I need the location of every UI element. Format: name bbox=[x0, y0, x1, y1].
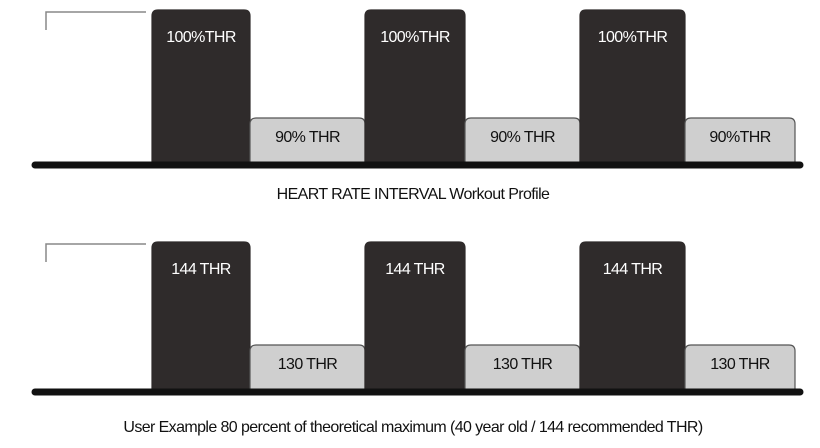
low-interval-label: 90%THR bbox=[709, 129, 770, 146]
low-interval-label: 130 THR bbox=[710, 356, 770, 373]
high-interval-block bbox=[579, 241, 686, 391]
low-interval-block bbox=[684, 117, 796, 164]
high-interval-label: 144 THR bbox=[385, 261, 445, 278]
high-interval-block bbox=[151, 9, 251, 164]
high-interval-block bbox=[579, 9, 686, 164]
corner-bracket bbox=[45, 11, 146, 30]
corner-bracket bbox=[45, 243, 146, 262]
high-interval-block bbox=[364, 241, 466, 391]
caption: HEART RATE INTERVAL Workout Profile bbox=[277, 186, 550, 203]
high-interval-label: 100%THR bbox=[380, 29, 450, 46]
high-interval-label: 100%THR bbox=[166, 29, 236, 46]
high-interval-label: 144 THR bbox=[603, 261, 663, 278]
caption: User Example 80 percent of theoretical m… bbox=[123, 419, 702, 436]
low-interval-label: 130 THR bbox=[278, 356, 338, 373]
low-interval-label: 90% THR bbox=[275, 129, 340, 146]
high-interval-label: 100%THR bbox=[598, 29, 668, 46]
high-interval-block bbox=[151, 241, 251, 391]
low-interval-block bbox=[684, 344, 796, 391]
low-interval-label: 90% THR bbox=[490, 129, 555, 146]
high-interval-label: 144 THR bbox=[171, 261, 231, 278]
high-interval-block bbox=[364, 9, 466, 164]
low-interval-label: 130 THR bbox=[493, 356, 553, 373]
